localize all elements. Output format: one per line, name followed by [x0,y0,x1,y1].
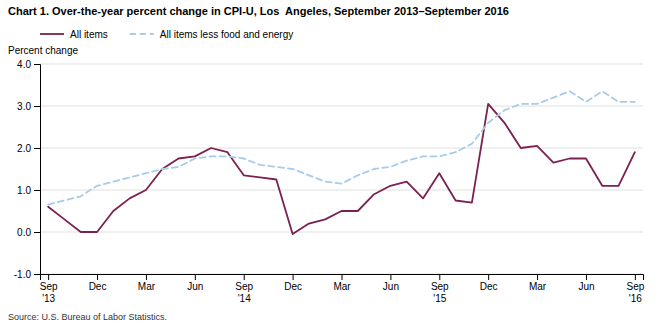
x-tick-mark [390,274,391,280]
y-tick: 3.0 [17,101,40,112]
y-tick-label: 4.0 [17,59,31,70]
x-tick-mark [537,274,538,280]
legend-label: All items [70,29,108,40]
y-tick: 2.0 [17,143,40,154]
x-tick-mark [48,274,49,280]
legend-label: All items less food and energy [160,29,293,40]
x-tick-label: Mar [529,281,547,292]
x-tick-mark [146,274,147,280]
x-tick-label: Sep'16 [626,281,644,304]
source: Source: U.S. Bureau of Labor Statistics. [8,312,167,322]
x-tick-mark [244,274,245,280]
x-tick: Jun [578,274,594,292]
legend: All items All items less food and energy [40,29,293,40]
x-tick-mark [586,274,587,280]
grid-line [40,190,643,191]
y-tick-mark [34,64,40,65]
x-tick: Mar [138,274,156,292]
y-axis-line [34,65,41,275]
x-tick-label: Dec [284,281,302,292]
x-tick-label-line: Mar [333,281,351,292]
y-tick-label: 2.0 [17,143,31,154]
x-tick: Jun [187,274,203,292]
x-tick-mark [488,274,489,280]
y-tick-mark [34,106,40,107]
x-tick-mark [97,274,98,280]
legend-item: All items [40,29,108,40]
legend-swatch [40,33,64,35]
grid-line [40,232,643,233]
x-tick-label: Jun [187,281,203,292]
x-tick-label-line: Sep [235,281,253,292]
x-tick-label-line: Dec [480,281,498,292]
y-tick: 1.0 [17,185,40,196]
y-tick-mark [34,148,40,149]
x-tick-label: Sep'13 [40,281,58,304]
x-tick-label: Jun [383,281,399,292]
x-tick: Mar [333,274,351,292]
y-tick-mark [34,190,40,191]
x-tick: Sep'15 [431,274,449,304]
x-tick-label: Dec [480,281,498,292]
x-tick-mark [635,274,636,280]
y-tick-mark [34,232,40,233]
y-tick-label: 0.0 [17,227,31,238]
y-tick-mark [34,274,40,275]
chart: Chart 1. Over-the-year percent change in… [0,0,659,326]
x-axis-line [41,275,644,281]
plot: -1.00.01.02.03.04.0Sep'13DecMarJunSep'14… [14,59,645,304]
x-tick: Jun [383,274,399,292]
x-tick-label-line: Sep [431,281,449,292]
x-tick-label-line: Jun [383,281,399,292]
grid-line [40,148,643,149]
legend-item: All items less food and energy [130,29,293,40]
x-tick-label-line: '14 [238,293,251,304]
grid [40,64,643,274]
x-tick-label: Mar [138,281,156,292]
x-tick-label-line: Jun [187,281,203,292]
x-tick-mark [293,274,294,280]
y-tick: -1.0 [14,269,40,280]
x-tick-label: Sep'15 [431,281,449,304]
x-tick: Dec [480,274,498,292]
x-tick-label-line: Mar [138,281,156,292]
legend-swatch [130,33,154,35]
x-tick-label-line: Mar [529,281,547,292]
x-tick: Dec [284,274,302,292]
y-axis: -1.0 0.0 1.0 2.0 3.0 4.0 [14,59,41,280]
y-axis-title: Percent change [8,45,78,56]
y-tick: 4.0 [17,59,40,70]
x-tick-label-line: Sep [626,281,644,292]
x-tick-label: Mar [333,281,351,292]
x-tick-label-line: '13 [42,293,55,304]
x-tick-label: Sep'14 [235,281,253,304]
series-line [48,104,635,234]
grid-line [40,64,643,65]
x-tick-mark [439,274,440,280]
x-tick-label: Dec [89,281,107,292]
y-tick-label: -1.0 [14,269,32,280]
x-tick-label-line: '16 [629,293,642,304]
x-tick: Dec [89,274,107,292]
x-tick-label-line: Sep [40,281,58,292]
x-tick-label-line: Dec [284,281,302,292]
x-axis: Sep'13DecMarJunSep'14DecMarJunSep'15DecM… [40,274,645,304]
x-tick-mark [195,274,196,280]
series-line [48,91,635,204]
x-tick: Mar [529,274,547,292]
grid-line [40,106,643,107]
x-tick: Sep'16 [626,274,644,304]
x-tick-label-line: '15 [433,293,446,304]
x-tick-mark [342,274,343,280]
y-tick-label: 3.0 [17,101,31,112]
x-tick-label-line: Jun [578,281,594,292]
x-tick-label-line: Dec [89,281,107,292]
lines [48,91,635,234]
x-tick: Sep'14 [235,274,253,304]
title: Chart 1. Over-the-year percent change in… [8,5,509,17]
x-tick: Sep'13 [40,274,58,304]
y-tick: 0.0 [17,227,40,238]
y-tick-label: 1.0 [17,185,31,196]
x-tick-label: Jun [578,281,594,292]
